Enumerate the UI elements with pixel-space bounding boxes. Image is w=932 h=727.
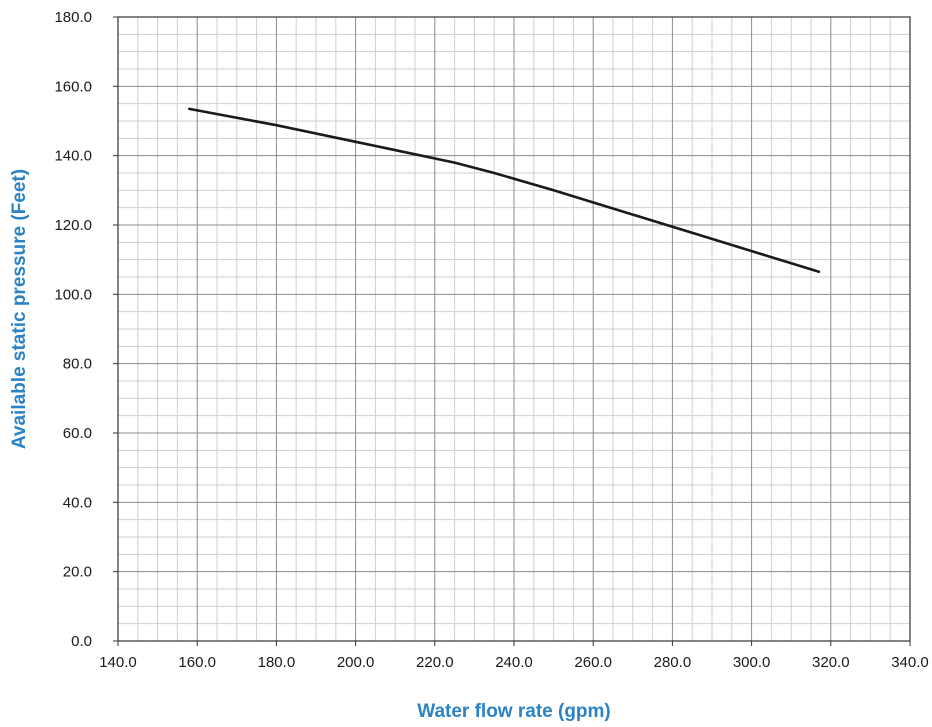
x-tick-label: 220.0 bbox=[416, 654, 454, 671]
y-tick-label: 40.0 bbox=[63, 494, 92, 511]
y-tick-label: 100.0 bbox=[54, 286, 92, 303]
x-tick-labels: 140.0 160.0 180.0 200.0 220.0 240.0 260.0 280.0… bbox=[99, 654, 929, 671]
x-axis-title: Water flow rate (gpm) bbox=[417, 701, 611, 722]
y-tick-label: 140.0 bbox=[54, 148, 92, 165]
series-layer bbox=[188, 107, 821, 274]
x-tick-label: 300.0 bbox=[733, 654, 771, 671]
y-tick-label: 0.0 bbox=[71, 633, 92, 650]
x-tick-label: 240.0 bbox=[495, 654, 533, 671]
x-tick-label: 260.0 bbox=[574, 654, 612, 671]
x-tick-label: 280.0 bbox=[654, 654, 692, 671]
x-tick-label: 200.0 bbox=[337, 654, 375, 671]
y-tick-label: 80.0 bbox=[63, 356, 92, 373]
y-tick-label: 120.0 bbox=[54, 217, 92, 234]
x-tick-label: 140.0 bbox=[99, 654, 137, 671]
y-tick-labels: 0.0 20.0 40.0 60.0 80.0 100.0 120.0 140.0 160.0 1… bbox=[54, 9, 92, 650]
x-tick-label: 180.0 bbox=[258, 654, 296, 671]
y-tick-label: 60.0 bbox=[63, 425, 92, 442]
x-tick-label: 320.0 bbox=[812, 654, 850, 671]
y-tick-label: 180.0 bbox=[54, 9, 92, 26]
axes bbox=[113, 16, 911, 646]
y-tick-label: 20.0 bbox=[63, 564, 92, 581]
y-tick-label: 160.0 bbox=[54, 78, 92, 95]
y-axis-title: Available static pressure (Feet) bbox=[9, 169, 30, 449]
x-tick-label: 160.0 bbox=[178, 654, 216, 671]
x-tick-label: 340.0 bbox=[891, 654, 929, 671]
